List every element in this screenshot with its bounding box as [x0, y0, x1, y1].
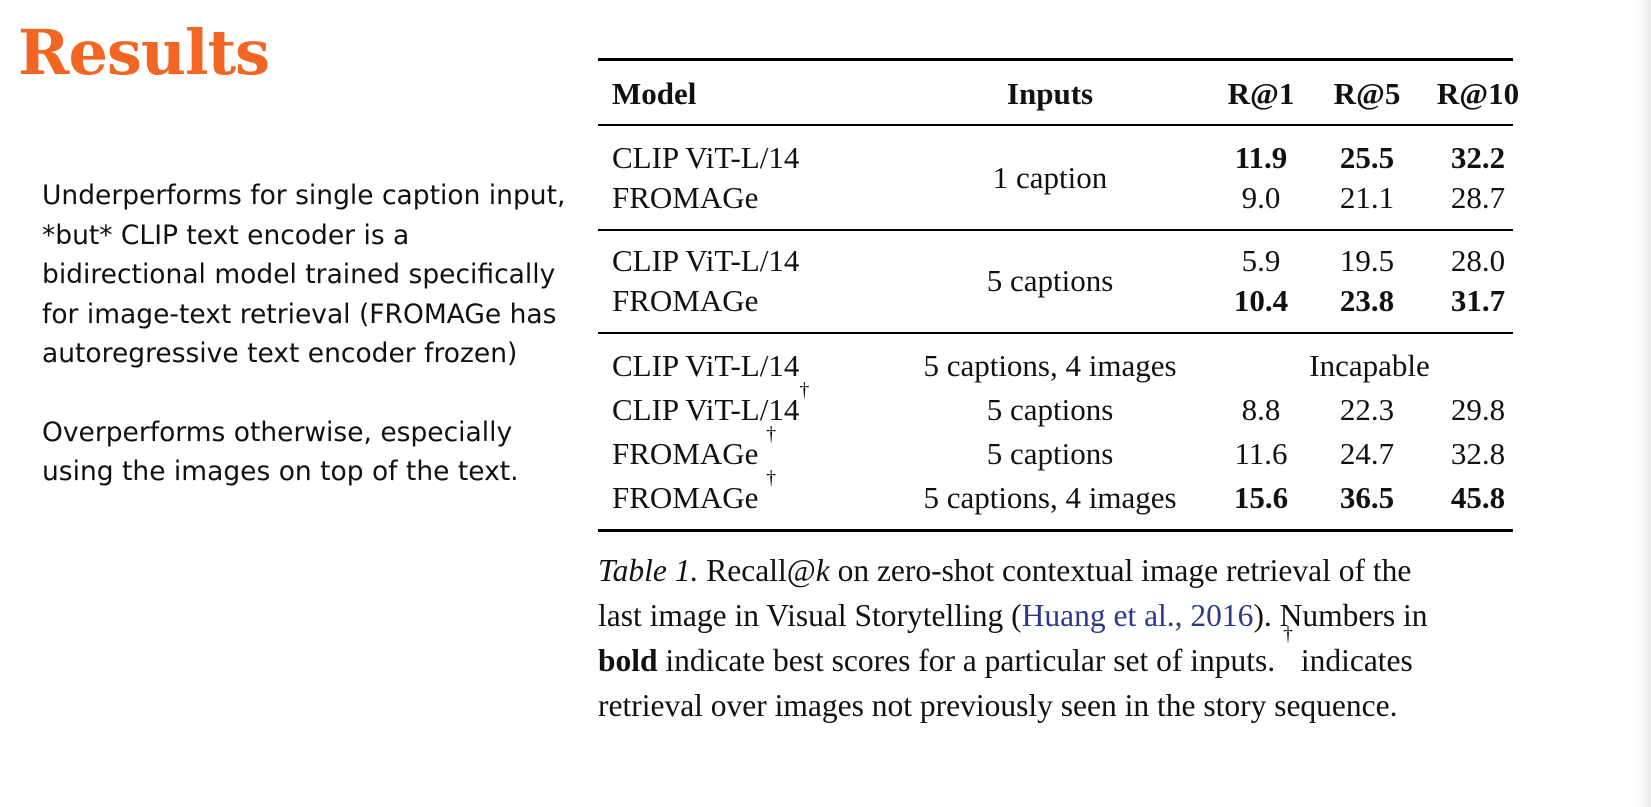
table-cell-inputs: 5 captions, 4 images [923, 348, 1177, 383]
header-r1: R@1 [1227, 76, 1295, 111]
citation-link[interactable]: Huang et al., 2016 [1021, 598, 1254, 633]
header-model: Model [612, 76, 697, 111]
table-cell-r5: 24.7 [1339, 436, 1395, 471]
dagger-mark: † [766, 423, 777, 445]
slide-edge-shadow [1637, 0, 1651, 807]
table-cell-r10: 28.0 [1450, 243, 1506, 278]
table-row-model: CLIP ViT-L/14 [612, 348, 800, 383]
notes-panel: Underperforms for single caption input, … [42, 176, 572, 492]
table-cell-r1: 10.4 [1233, 283, 1289, 318]
group-inputs: 1 caption [992, 160, 1108, 195]
incapable-label: Incapable [1309, 348, 1430, 383]
table-top-rule [598, 58, 1513, 61]
table-cell-r1: 11.6 [1234, 436, 1288, 471]
table-row-model: CLIP ViT-L/14 [612, 140, 800, 175]
header-rule [598, 124, 1513, 126]
table-cell-inputs: 5 captions [986, 392, 1114, 427]
table-cell-r1: 11.9 [1234, 140, 1288, 175]
results-figure: Model Inputs R@1 R@5 R@10 CLIP ViT-L/14 … [598, 58, 1651, 807]
dagger-mark: † [766, 467, 777, 489]
table-cell-r5: 25.5 [1339, 140, 1395, 175]
header-r5: R@5 [1333, 76, 1401, 111]
table-row-model: FROMAGe [612, 180, 759, 215]
header-r10: R@10 [1436, 76, 1520, 111]
table-cell-r10: 45.8 [1450, 480, 1506, 515]
dagger-mark: † [799, 379, 810, 401]
dagger-mark: † [1282, 623, 1293, 645]
table-cell-r5: 36.5 [1339, 480, 1395, 515]
table-row-model: FROMAGe † [612, 467, 777, 515]
table-cell-r5: 22.3 [1339, 392, 1395, 427]
group-inputs: 5 captions [986, 263, 1114, 298]
table-cell-r5: 23.8 [1339, 283, 1395, 318]
table-bottom-rule [598, 529, 1513, 532]
table-cell-r1: 5.9 [1241, 243, 1281, 278]
table-row-model: FROMAGe † [612, 423, 777, 471]
table-cell-r5: 19.5 [1339, 243, 1395, 278]
table-caption: Table 1. Recall@k on zero-shot contextua… [598, 553, 1428, 723]
note-overperforms: Overperforms otherwise, especially using… [42, 416, 519, 488]
table-cell-r1: 8.8 [1241, 392, 1281, 427]
group-rule [598, 332, 1513, 334]
table-cell-r10: 31.7 [1450, 283, 1506, 318]
table-cell-inputs: 5 captions, 4 images [923, 480, 1177, 515]
slide-title: Results [18, 16, 270, 89]
table-row-model: FROMAGe [612, 283, 759, 318]
group-rule [598, 229, 1513, 231]
table-cell-r5: 21.1 [1339, 180, 1395, 215]
table-cell-r10: 29.8 [1450, 392, 1506, 427]
table-cell-r10: 32.8 [1450, 436, 1506, 471]
table-cell-inputs: 5 captions [986, 436, 1114, 471]
caption-label: Table 1. [598, 553, 699, 588]
table-cell-r1: 9.0 [1241, 180, 1281, 215]
table-row-model: CLIP ViT-L/14 [612, 243, 800, 278]
table-row-model: CLIP ViT-L/14† [612, 379, 810, 427]
header-inputs: Inputs [1006, 76, 1094, 111]
table-cell-r10: 32.2 [1450, 140, 1506, 175]
table-cell-r1: 15.6 [1233, 480, 1289, 515]
note-underperforms: Underperforms for single caption input, … [42, 180, 566, 369]
table-cell-r10: 28.7 [1450, 180, 1506, 215]
